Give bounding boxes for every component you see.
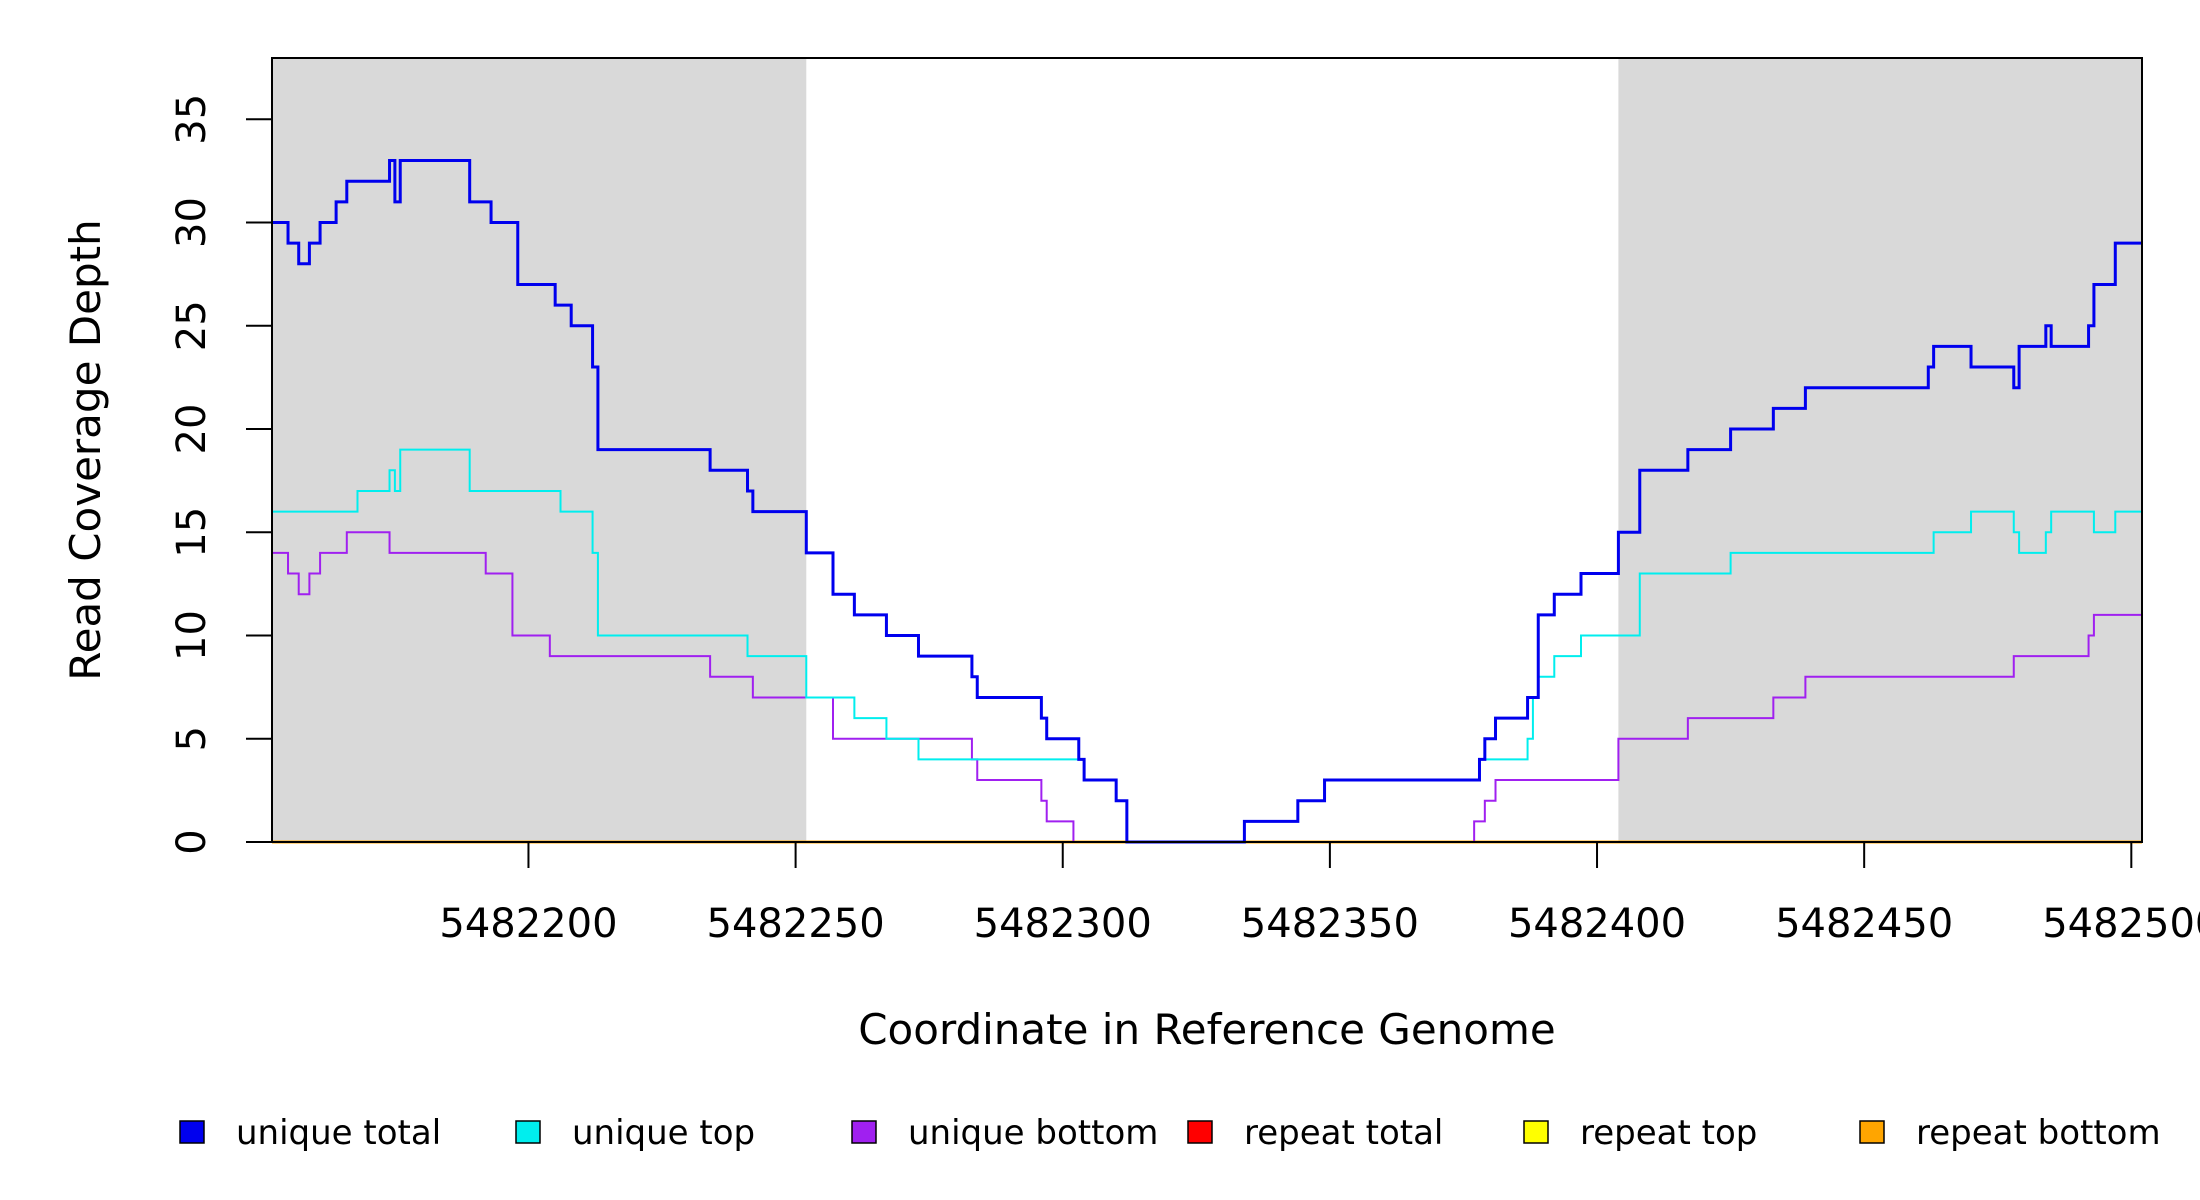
y-tick-label: 35 [169,94,215,145]
legend-label-unique-total: unique total [236,1113,441,1153]
x-tick-label: 5482450 [1775,901,1953,947]
legend-swatch-repeat-bottom [1859,1120,1885,1144]
shaded-region-1 [272,58,807,842]
y-tick-label: 10 [169,610,215,661]
y-axis: 0 5 10 15 20 25 30 35 [169,94,272,855]
x-tick-label: 5482200 [439,901,617,947]
series-line-unique-total [272,159,2142,844]
legend-swatch-repeat-top [1523,1120,1549,1144]
x-tick-label: 5482250 [707,901,885,947]
x-tick-label: 5482350 [1241,901,1419,947]
y-tick-label: 15 [169,507,215,558]
shaded-regions [272,58,2142,842]
y-tick-label: 25 [169,300,215,351]
legend-label-repeat-total: repeat total [1244,1113,1443,1153]
y-axis-title: Read Coverage Depth [61,219,110,680]
legend-swatch-repeat-total [1187,1120,1213,1144]
legend: unique total unique top unique bottom repea… [179,1113,2161,1153]
legend-label-repeat-bottom: repeat bottom [1916,1113,2161,1153]
y-tick-label: 30 [169,197,215,248]
x-tick-label: 5482400 [1508,901,1686,947]
series-line-unique-bottom [272,531,2142,843]
legend-swatch-unique-top [515,1120,541,1144]
x-tick-label: 5482300 [974,901,1152,947]
x-axis-title: Coordinate in Reference Genome [858,1005,1556,1054]
plot-frame [271,57,2143,843]
legend-label-unique-top: unique top [572,1113,755,1153]
legend-label-unique-bottom: unique bottom [908,1113,1158,1153]
legend-label-repeat-top: repeat top [1580,1113,1757,1153]
y-tick-label: 5 [169,726,215,751]
y-tick-label: 0 [169,829,215,854]
legend-swatch-unique-total [179,1120,205,1144]
x-axis: 5482200 5482250 5482300 5482350 5482400 54824… [439,842,2200,947]
legend-swatch-unique-bottom [851,1120,877,1144]
y-tick-label: 20 [169,404,215,455]
